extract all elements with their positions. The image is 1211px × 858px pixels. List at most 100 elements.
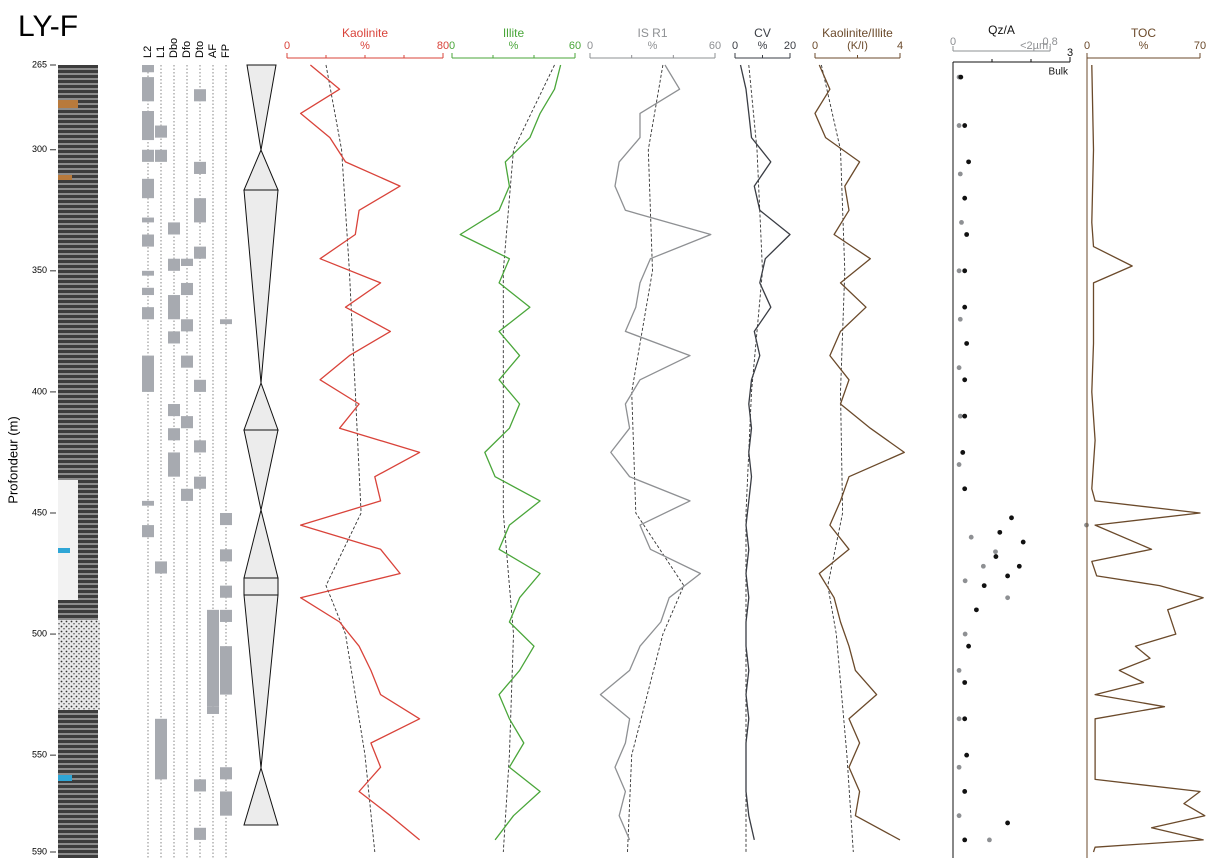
facies-interval [181, 355, 193, 368]
facies-interval [220, 512, 232, 526]
scatter-point [968, 534, 974, 540]
lithology-sand [58, 620, 100, 710]
facies-interval [168, 404, 180, 417]
x-axis-label: % [509, 40, 519, 52]
facies-interval [181, 258, 193, 266]
trend-line [820, 64, 854, 853]
scatter-point [980, 563, 986, 569]
y-tick-label: 500 [32, 628, 47, 638]
x-axis-label: % [648, 40, 658, 52]
scatter-point [956, 716, 962, 722]
x-axis-label: % [758, 40, 768, 52]
facies-label: L1 [155, 46, 167, 58]
scatter-point [962, 486, 968, 492]
scatter-point [956, 462, 962, 467]
lithology-fill [58, 65, 98, 858]
x2-axis-label: <2µm [1020, 40, 1048, 52]
facies-interval [142, 287, 154, 296]
facies-interval [142, 270, 154, 276]
scatter-point [962, 631, 968, 637]
x-axis-label: % [1139, 40, 1149, 52]
facies-interval [168, 258, 180, 271]
facies-interval [142, 77, 154, 102]
lithology-ochre [58, 175, 72, 180]
scatter-point [956, 365, 962, 371]
sequence-triangle [246, 64, 277, 151]
scatter-point [964, 341, 970, 346]
facies-interval [142, 525, 154, 538]
panel-title: Kaolinite/Illite [822, 26, 893, 40]
facies-interval [220, 585, 232, 598]
scatter-point [962, 680, 968, 685]
x-tick-label: 0 [1084, 40, 1090, 52]
sequence-triangle [243, 148, 279, 191]
facies-interval [142, 65, 154, 73]
x-tick-label: 60 [709, 40, 721, 52]
facies-interval [142, 217, 154, 223]
facies-interval [194, 476, 206, 489]
panel-title: Illite [503, 26, 525, 40]
facies-interval [142, 178, 154, 199]
sequence-block [243, 577, 279, 596]
facies-interval [181, 282, 193, 296]
y-tick-label: 400 [32, 386, 47, 396]
sequence-triangle [243, 429, 279, 511]
facies-interval [220, 791, 232, 816]
x-tick-label: 0 [449, 40, 455, 52]
data-line [1091, 64, 1206, 853]
scatter-point [956, 764, 962, 770]
lithology-blue [58, 775, 72, 781]
facies-interval [181, 488, 193, 501]
scatter-point [981, 583, 987, 589]
facies-label: FP [220, 44, 232, 58]
scatter-point [962, 578, 968, 584]
facies-interval [194, 827, 206, 840]
data-line [599, 64, 712, 841]
x-tick-label: 0,8 [1042, 36, 1057, 48]
y-axis-label: Profondeur (m) [5, 416, 20, 503]
facies-interval [142, 355, 154, 392]
facies-interval [155, 149, 167, 162]
scatter-point [962, 195, 968, 201]
sequence-triangle [243, 594, 279, 769]
scatter-point [993, 549, 998, 555]
facies-interval [220, 609, 232, 622]
facies-interval [168, 222, 180, 235]
scatter-point [987, 837, 992, 843]
trend-line [627, 64, 685, 853]
scatter-point [964, 752, 970, 758]
facies-interval [181, 319, 193, 332]
facies-interval [155, 561, 167, 574]
facies-label: Dbo [168, 38, 180, 58]
scatter-point [993, 554, 999, 559]
scatter-point [956, 813, 962, 819]
scatter-point [962, 268, 968, 274]
x-tick-label: 0 [284, 40, 290, 52]
scatter-point [966, 643, 971, 649]
scatter-point [957, 171, 963, 177]
x-tick-label: 70 [1194, 40, 1206, 52]
scatter-point [1016, 563, 1022, 569]
scatter-point [962, 837, 968, 843]
sequence-triangle [243, 766, 279, 826]
x-tick-label: 80 [437, 40, 449, 52]
lithology-column [58, 65, 100, 858]
facies-interval [194, 440, 206, 453]
y-tick-label: 300 [32, 144, 47, 154]
y-tick-label: 590 [32, 846, 47, 856]
facies-label: Dfo [181, 41, 193, 58]
facies-interval [220, 767, 232, 780]
scatter-point [959, 220, 964, 225]
trend-line [502, 64, 555, 853]
panel-title: IS R1 [637, 26, 667, 40]
scatter-point [956, 268, 962, 274]
scatter-point [962, 304, 968, 310]
facies-interval [168, 428, 180, 441]
facies-interval [194, 198, 206, 223]
panel-title: CV [754, 26, 771, 40]
lithology-ochre [58, 100, 78, 108]
facies-interval [220, 549, 232, 562]
scatter-point [962, 377, 968, 383]
